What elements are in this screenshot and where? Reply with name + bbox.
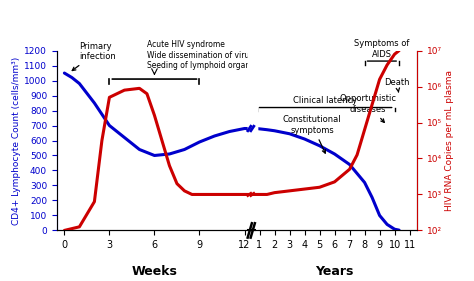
Bar xyxy=(247,51,256,230)
Text: Acute HIV syndrome
Wide dissemination of virus
Seeding of lymphoid organs: Acute HIV syndrome Wide dissemination of… xyxy=(147,40,254,70)
Text: Symptoms of
AIDS: Symptoms of AIDS xyxy=(354,39,410,59)
Text: Years: Years xyxy=(315,265,354,278)
Text: Primary
infection: Primary infection xyxy=(72,42,116,71)
Text: Clinical latency: Clinical latency xyxy=(293,96,357,105)
Bar xyxy=(247,51,256,230)
Text: Weeks: Weeks xyxy=(131,265,177,278)
Y-axis label: CD4+ Lymphocyte Count (cells/mm³): CD4+ Lymphocyte Count (cells/mm³) xyxy=(12,56,21,225)
Text: Constitutional
symptoms: Constitutional symptoms xyxy=(283,115,341,153)
Y-axis label: HIV RNA Copies per mL plasma: HIV RNA Copies per mL plasma xyxy=(445,70,454,211)
Text: Opportunistic
diseases: Opportunistic diseases xyxy=(339,94,396,123)
Text: Death: Death xyxy=(384,78,410,92)
